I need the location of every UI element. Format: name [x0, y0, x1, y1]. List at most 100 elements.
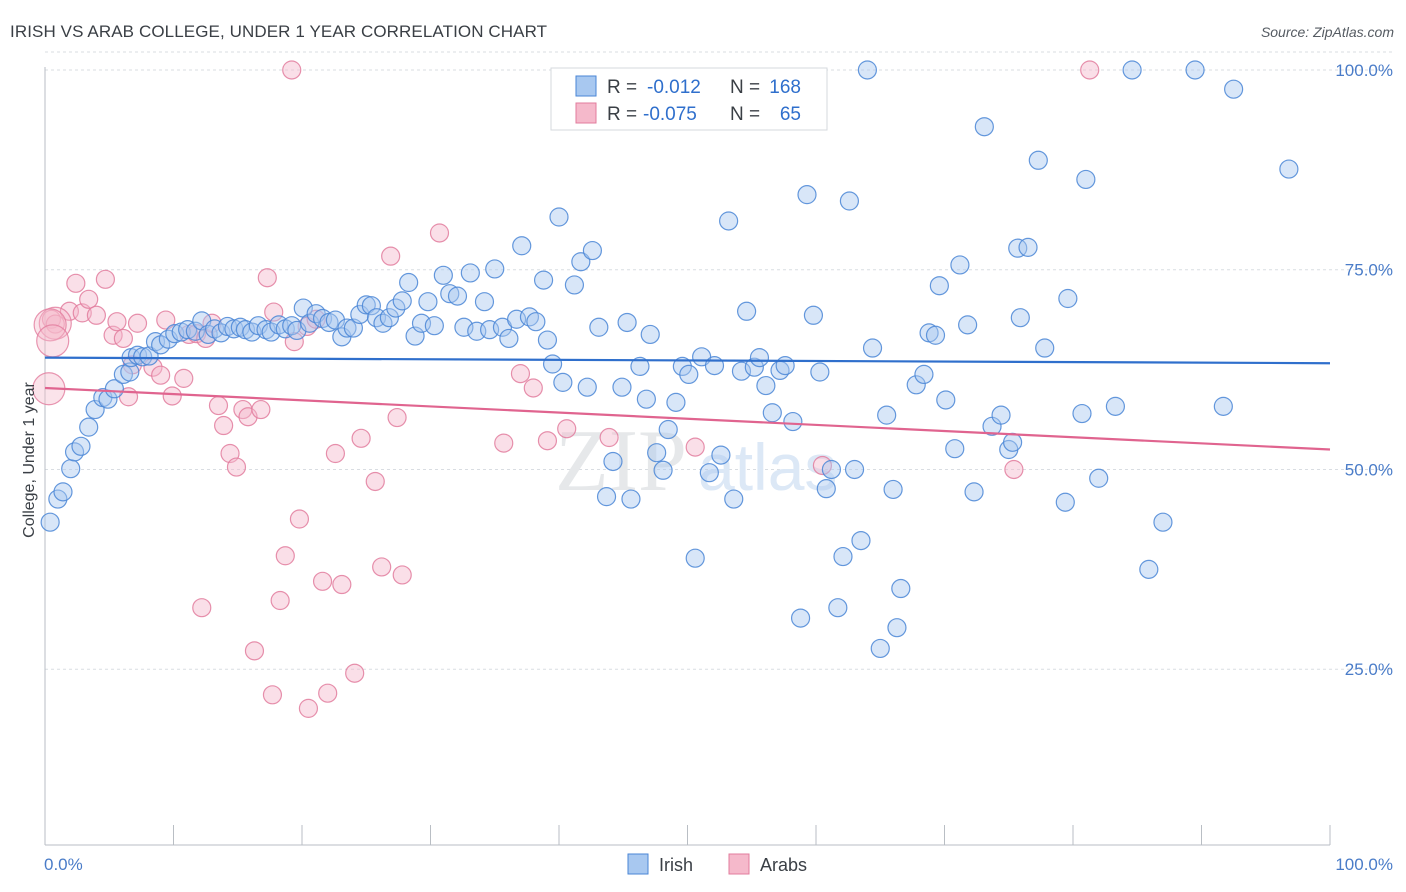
arabs-point — [214, 415, 234, 436]
irish-point — [945, 439, 965, 459]
irish-point — [542, 354, 563, 374]
irish-point — [1153, 512, 1173, 532]
irish-point — [950, 255, 970, 275]
arabs-point — [107, 312, 127, 332]
irish-point — [914, 364, 934, 385]
irish-point — [1028, 150, 1048, 170]
irish-point — [454, 317, 474, 337]
irish-point — [512, 236, 532, 256]
irish-point — [724, 489, 744, 509]
arabs-point — [387, 407, 407, 428]
arabs-point — [192, 598, 212, 618]
irish-point — [851, 530, 871, 551]
irish-point — [1224, 79, 1244, 99]
stats-legend-n-value-arabs: 65 — [780, 104, 801, 125]
irish-point — [857, 60, 878, 80]
irish-point — [379, 308, 399, 328]
irish-point — [325, 310, 346, 330]
y-tick-labels: 25.0% 50.0% 75.0% 100.0% — [1335, 61, 1393, 679]
legend-label-arabs: Arabs — [760, 855, 807, 875]
irish-point — [821, 459, 842, 480]
arabs-point — [685, 437, 705, 457]
chart-title: IRISH VS ARAB COLLEGE, UNDER 1 YEAR CORR… — [10, 22, 548, 41]
grid-lines — [45, 51, 1392, 670]
irish-point — [85, 399, 105, 420]
irish-point — [749, 348, 770, 368]
irish-point — [549, 207, 569, 227]
arabs-point — [282, 60, 302, 80]
arabs-point — [325, 443, 346, 464]
arabs-points — [32, 60, 1100, 718]
arabs-point — [127, 313, 148, 333]
arabs-point — [270, 590, 290, 611]
irish-point — [617, 312, 637, 333]
irish-point — [440, 284, 460, 304]
arabs-point — [45, 314, 65, 334]
legend-label-irish: Irish — [659, 855, 693, 875]
arabs-point — [208, 395, 229, 416]
watermark-atlas: atlas — [698, 430, 837, 504]
stats-legend-r-label-arabs: R = — [607, 104, 637, 125]
irish-point — [783, 411, 803, 432]
irish-point — [61, 459, 81, 479]
irish-points — [40, 60, 1299, 659]
bottom-legend: Irish Arabs — [627, 853, 807, 875]
irish-point — [1139, 559, 1159, 579]
arabs-point — [381, 246, 401, 266]
irish-point — [1055, 492, 1075, 512]
irish-point — [120, 362, 140, 382]
arabs-point — [812, 455, 833, 476]
arabs-point — [79, 289, 99, 309]
irish-point — [719, 211, 739, 231]
irish-point — [685, 548, 705, 568]
arabs-point — [1004, 459, 1024, 480]
irish-point — [929, 276, 949, 296]
irish-point — [460, 263, 480, 283]
irish-point — [1072, 403, 1092, 424]
arabs-point — [86, 305, 107, 325]
arabs-point — [365, 471, 385, 492]
irish-point — [925, 325, 946, 345]
irish-point — [537, 330, 558, 350]
stats-legend-r-label-irish: R = — [607, 77, 637, 98]
arabs-point-large — [36, 324, 70, 358]
irish-point — [261, 322, 281, 342]
irish-point — [1213, 396, 1233, 416]
irish-point — [762, 403, 782, 423]
irish-point — [337, 318, 357, 338]
trend-lines — [44, 356, 1331, 451]
arabs-point — [1080, 60, 1100, 80]
irish-point — [906, 375, 926, 395]
irish-point — [704, 356, 725, 376]
irish-point — [1008, 238, 1028, 258]
irish-point — [964, 482, 984, 502]
irish-point — [647, 443, 667, 463]
arabs-point — [244, 641, 265, 661]
irish-point — [40, 512, 60, 532]
irish-point — [1010, 308, 1030, 328]
arabs-point — [162, 386, 182, 406]
stats-legend-r-value-arabs: -0.075 — [643, 104, 697, 125]
irish-point — [636, 389, 656, 409]
arabs-point — [537, 431, 558, 451]
irish-point — [621, 489, 641, 509]
arabs-point — [66, 273, 86, 293]
irish-point — [803, 305, 824, 325]
irish-point — [139, 346, 159, 366]
arabs-point — [151, 365, 171, 385]
arabs-point — [298, 698, 319, 718]
irish-point — [828, 598, 848, 618]
irish-point — [756, 375, 776, 396]
irish-point — [596, 487, 617, 507]
arabs-point — [95, 269, 115, 289]
irish-point — [71, 436, 91, 456]
irish-point — [589, 317, 609, 337]
irish-point — [775, 356, 795, 376]
arabs-point — [226, 457, 247, 477]
x-tick-label-min: 0.0% — [44, 855, 83, 874]
irish-point — [1279, 159, 1299, 179]
irish-point — [133, 347, 153, 367]
irish-point — [577, 377, 597, 397]
arabs-point — [264, 302, 284, 322]
